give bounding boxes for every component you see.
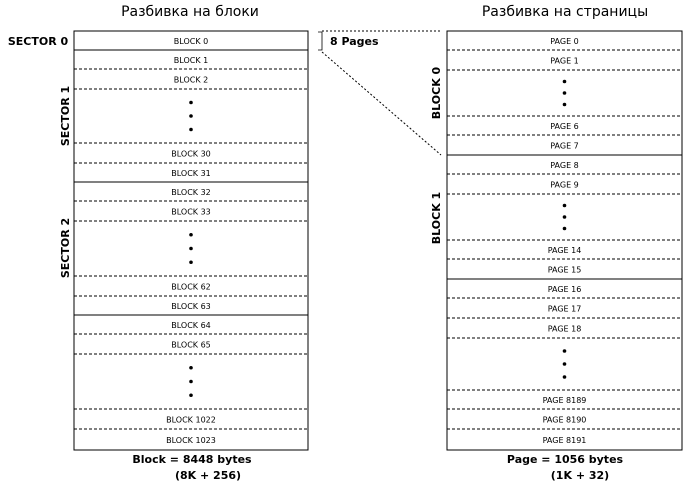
ellipsis-dot	[189, 246, 193, 251]
cell-label: BLOCK 62	[171, 283, 211, 292]
cell-label: BLOCK 30	[171, 150, 211, 159]
sector-label: SECTOR 1	[59, 86, 72, 146]
block-box	[73, 30, 309, 451]
cell-label: BLOCK 64	[171, 321, 211, 330]
cell-label: PAGE 8189	[543, 396, 587, 405]
caption: Block = 8448 bytes	[132, 453, 252, 466]
cell-label: BLOCK 32	[171, 188, 211, 197]
cell-label: BLOCK 1023	[166, 436, 216, 445]
group-label: BLOCK 1	[430, 192, 443, 244]
cell-label: PAGE 16	[548, 285, 582, 294]
ellipsis-dot	[562, 215, 567, 219]
cell-label: PAGE 1	[550, 57, 579, 66]
cell-label: PAGE 17	[548, 305, 582, 314]
ellipsis-dot	[189, 232, 193, 237]
cell-label: PAGE 8	[550, 161, 579, 170]
sector-label: SECTOR 0	[8, 35, 69, 48]
cell-label: PAGE 14	[548, 246, 582, 255]
cell-label: PAGE 8191	[543, 436, 587, 445]
caption: (8K + 256)	[175, 469, 241, 482]
cell-label: PAGE 0	[550, 37, 579, 46]
ellipsis-dot	[189, 365, 193, 370]
caption: (1K + 32)	[551, 469, 609, 482]
cell-label: PAGE 7	[550, 142, 579, 151]
cell-label: BLOCK 31	[171, 169, 211, 178]
ellipsis-dot	[562, 203, 567, 208]
ellipsis-dot	[562, 349, 567, 353]
cell-label: BLOCK 1022	[166, 416, 216, 425]
ellipsis-dot	[562, 226, 567, 231]
caption: Page = 1056 bytes	[507, 453, 624, 466]
ellipsis-dot	[189, 393, 193, 398]
ellipsis-dot	[189, 127, 193, 132]
ellipsis-dot	[189, 379, 193, 384]
cell-label: BLOCK 33	[171, 208, 211, 217]
sector-label: SECTOR 2	[59, 218, 72, 278]
cell-label: PAGE 6	[550, 122, 579, 131]
cell-label: PAGE 8190	[543, 416, 587, 425]
ellipsis-dot	[562, 91, 567, 95]
cell-label: PAGE 9	[550, 181, 579, 190]
ellipsis-dot	[562, 375, 567, 379]
bracket-label: 8 Pages	[330, 35, 379, 48]
cell-label: PAGE 15	[548, 266, 582, 275]
bracket	[318, 31, 323, 51]
ellipsis-dot	[189, 260, 193, 265]
ellipsis-dot	[562, 102, 567, 107]
cell-label: BLOCK 65	[171, 341, 211, 350]
cell-label: BLOCK 0	[174, 37, 208, 46]
ellipsis-dot	[189, 114, 193, 118]
group-label: BLOCK 0	[430, 66, 443, 119]
cell-label: BLOCK 2	[174, 76, 208, 85]
right-title: Разбивка на страницы	[482, 4, 648, 20]
left-title: Разбивка на блоки	[121, 4, 259, 20]
ellipsis-dot	[562, 79, 567, 84]
ellipsis-dot	[189, 100, 193, 105]
zoom-line	[321, 51, 442, 156]
cell-label: BLOCK 63	[171, 302, 211, 311]
cell-label: BLOCK 1	[174, 56, 208, 65]
ellipsis-dot	[562, 362, 567, 366]
cell-label: PAGE 18	[548, 325, 582, 334]
